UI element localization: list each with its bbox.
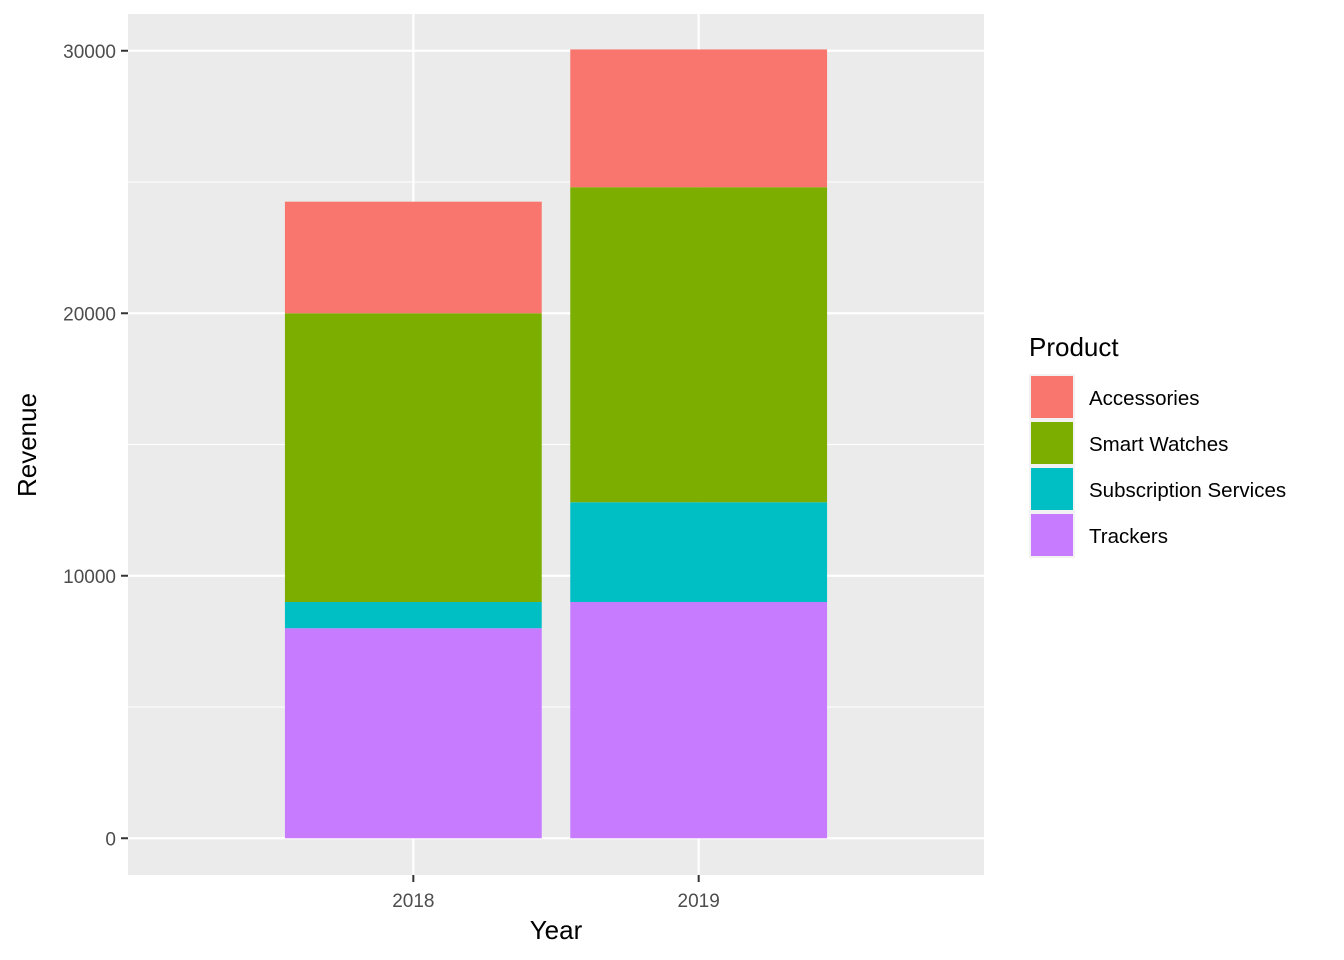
legend-title: Product (1029, 332, 1119, 362)
legend-swatch (1031, 422, 1073, 464)
legend-swatch (1031, 376, 1073, 418)
y-tick-label: 0 (105, 829, 116, 850)
y-tick-label: 30000 (63, 42, 116, 63)
x-tick-label: 2019 (678, 891, 720, 912)
legend-items: Accessories Smart Watches Subscription Ser… (1029, 374, 1286, 558)
bar-2019-subscription-services (570, 502, 828, 602)
y-tick-label: 20000 (63, 304, 116, 325)
legend: Product Accessories Smart Watches Subscrip… (1029, 332, 1286, 558)
bar-2018-smart-watches (284, 313, 542, 602)
x-tick-label: 2018 (392, 891, 434, 912)
legend-label: Smart Watches (1089, 433, 1228, 456)
y-axis: 0 10000 20000 30000 (63, 42, 128, 850)
y-tick-label: 10000 (63, 567, 116, 588)
bar-2019-accessories (570, 49, 828, 188)
minor-gridlines (128, 181, 984, 708)
bar-2019-trackers (570, 602, 828, 839)
legend-swatch (1031, 468, 1073, 510)
bar-2019-smart-watches (570, 187, 828, 503)
bar-2018-subscription-services (284, 602, 542, 629)
bar-2018-trackers (284, 628, 542, 839)
legend-label: Subscription Services (1089, 479, 1286, 502)
y-axis-title: Revenue (12, 393, 42, 497)
legend-label: Accessories (1089, 387, 1200, 410)
legend-label: Trackers (1089, 525, 1168, 548)
x-axis: 2018 2019 (392, 875, 720, 912)
bar-2018-accessories (284, 201, 542, 314)
bars (284, 49, 828, 839)
x-axis-title: Year (530, 915, 583, 945)
legend-swatch (1031, 514, 1073, 556)
